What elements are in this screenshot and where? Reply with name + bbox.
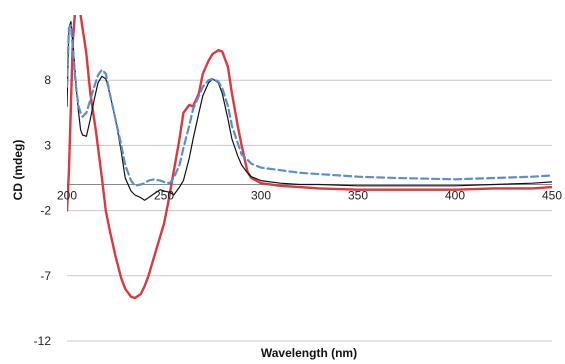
series-line-3 (67, 24, 552, 187)
y-tick-label: -2 (40, 204, 51, 218)
x-tick-label: 350 (348, 189, 368, 203)
series-line-1 (67, 15, 552, 300)
y-tick-label: -7 (40, 269, 51, 283)
y-tick-label: -12 (34, 334, 52, 348)
x-tick-label: 450 (542, 189, 562, 203)
series-line-2 (67, 20, 552, 201)
x-tick-labels: 200 250 300 350 400 450 (57, 189, 562, 203)
gridlines (67, 79, 552, 342)
x-tick-label: 250 (154, 189, 174, 203)
y-tick-labels: 8 3 -2 -7 -12 (34, 73, 52, 348)
series-lines (67, 15, 552, 300)
x-tick-label: 300 (251, 189, 271, 203)
x-axis-title: Wavelength (nm) (261, 346, 357, 360)
x-tick-label: 200 (57, 189, 77, 203)
y-tick-label: 3 (44, 138, 51, 152)
x-tick-label: 400 (445, 189, 465, 203)
y-axis-title: CD (mdeg) (11, 140, 25, 201)
y-tick-label: 8 (44, 73, 51, 87)
